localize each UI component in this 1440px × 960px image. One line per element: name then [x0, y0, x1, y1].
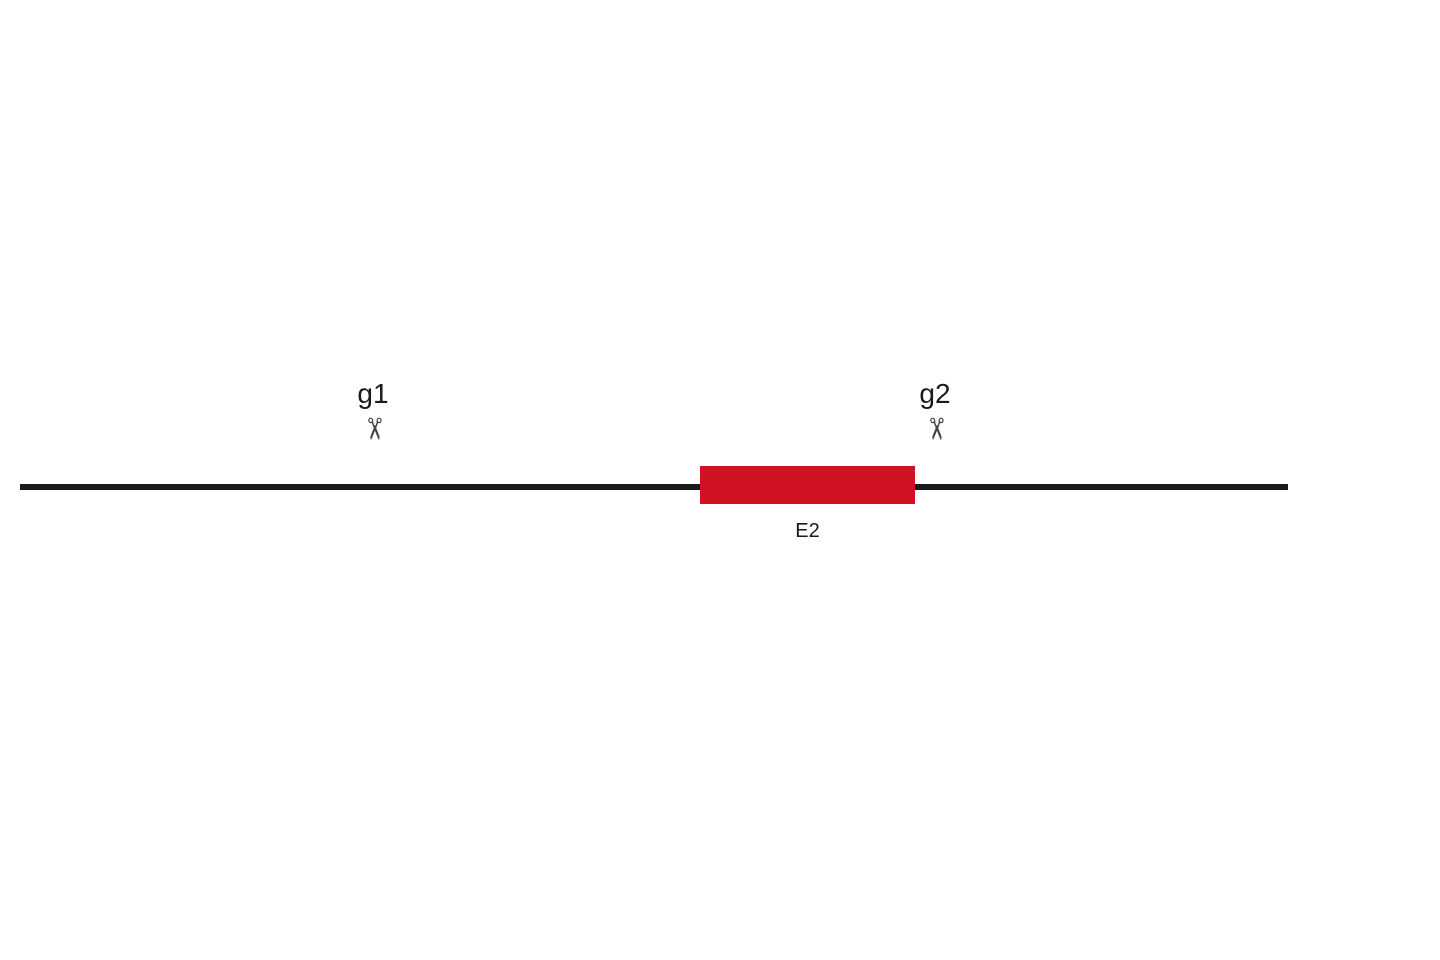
scissors-icon: ✂ — [358, 416, 388, 441]
cut-site-g1: g1 ✂ — [357, 378, 388, 444]
diagram-stage: E2 g1 ✂ g2 ✂ — [0, 0, 1440, 960]
exon-box — [700, 466, 915, 504]
cut-label: g1 — [357, 378, 388, 410]
genome-line — [20, 484, 1288, 490]
exon-label: E2 — [795, 520, 819, 543]
cut-label: g2 — [919, 378, 950, 410]
scissors-icon: ✂ — [920, 416, 950, 441]
cut-site-g2: g2 ✂ — [919, 378, 950, 444]
